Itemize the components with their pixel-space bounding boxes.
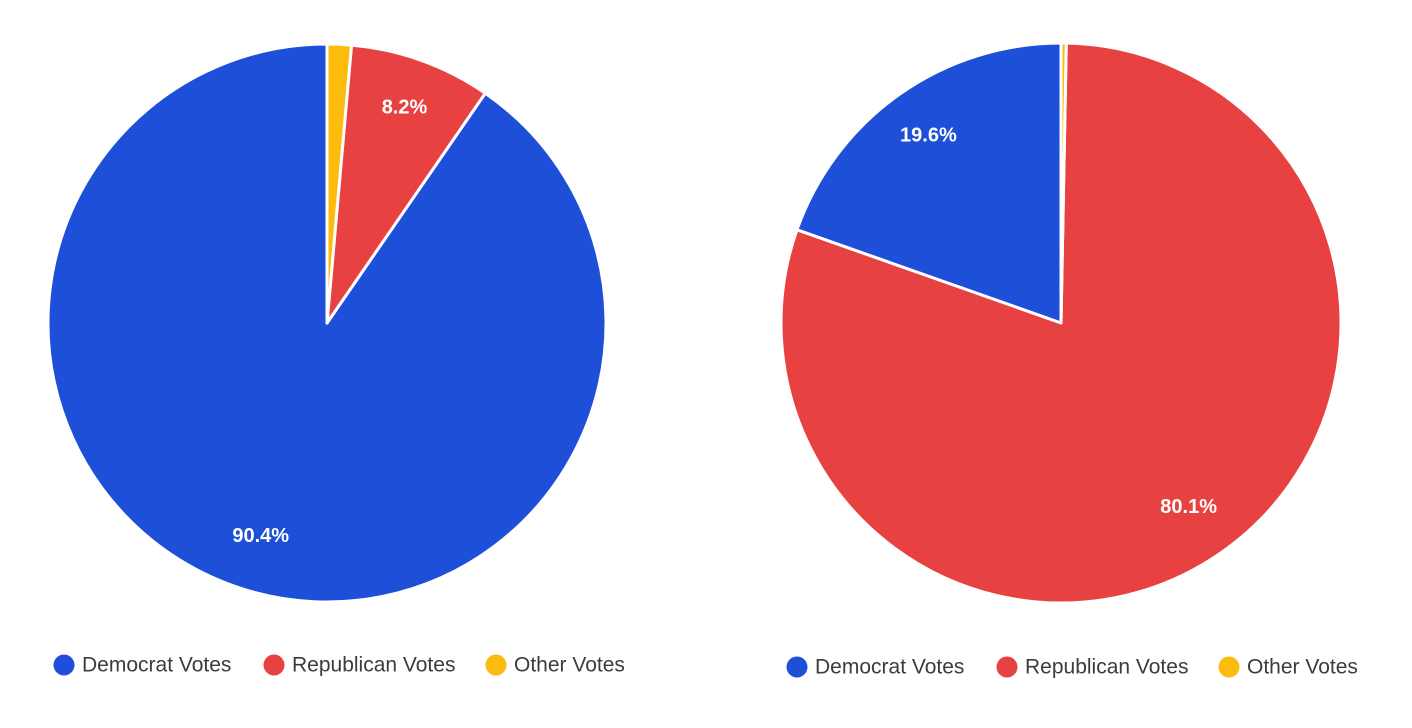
legend-label-other-votes: Other Votes (1247, 656, 1358, 679)
legend-label-democrat-votes: Democrat Votes (82, 654, 231, 677)
legend-item-republican-votes: Republican Votes (996, 656, 1188, 679)
legend: Democrat Votes Republican Votes Other Vote… (786, 656, 1358, 679)
legend-label-republican-votes: Republican Votes (292, 654, 455, 677)
slice-other-votes (1059, 41, 1068, 325)
legend-label-other-votes: Other Votes (514, 654, 625, 677)
slice-other-votes (325, 42, 354, 325)
legend-swatch-other-votes (1218, 656, 1240, 678)
legend-label-republican-votes: Republican Votes (1025, 656, 1188, 679)
legend-swatch-democrat-votes (53, 654, 75, 676)
data-label-republican-votes: 8.2% (382, 97, 428, 119)
legend-swatch-democrat-votes (786, 656, 808, 678)
legend-swatch-other-votes (485, 654, 507, 676)
pie-chart-2: 19.6% 80.1% Democrat Votes Republican Votes… (779, 41, 1358, 679)
legend-swatch-republican-votes (996, 656, 1018, 678)
legend-item-democrat-votes: Democrat Votes (53, 654, 231, 677)
legend: Democrat Votes Republican Votes Other Vote… (53, 654, 625, 677)
slice-republican-votes (325, 43, 487, 325)
pie-chart-1: 90.4% 8.2% Democrat Votes Republican Votes O… (46, 42, 625, 677)
legend-swatch-republican-votes (263, 654, 285, 676)
legend-item-republican-votes: Republican Votes (263, 654, 455, 677)
legend-item-other-votes: Other Votes (485, 654, 625, 677)
legend-label-democrat-votes: Democrat Votes (815, 656, 964, 679)
data-label-democrat-votes: 90.4% (232, 525, 289, 547)
data-label-republican-votes: 80.1% (1160, 496, 1217, 518)
data-label-democrat-votes: 19.6% (900, 125, 957, 147)
legend-item-democrat-votes: Democrat Votes (786, 656, 964, 679)
legend-item-other-votes: Other Votes (1218, 656, 1358, 679)
